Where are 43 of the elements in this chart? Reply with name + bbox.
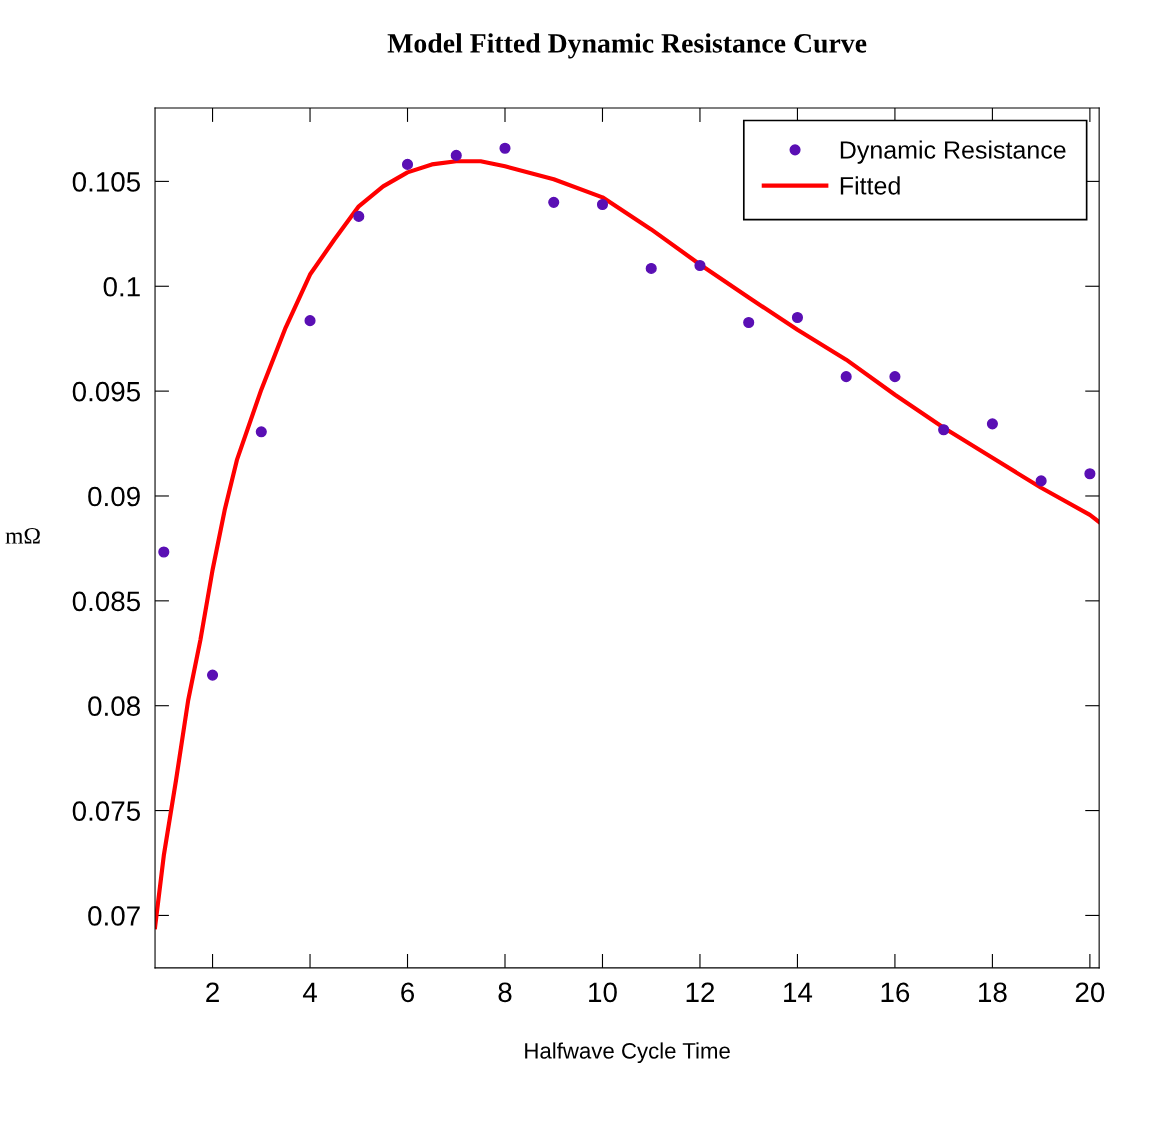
- y-tick-label: 0.1: [103, 276, 140, 297]
- y-tick-label: 0.075: [72, 801, 140, 821]
- x-tick-label: 16: [881, 982, 910, 1003]
- point: [450, 149, 462, 161]
- point: [889, 371, 901, 383]
- point: [791, 311, 803, 324]
- point: [206, 669, 219, 681]
- y-tick-label: 0.09: [88, 486, 140, 507]
- x-tick-label: 20: [1075, 982, 1105, 1003]
- point: [1035, 475, 1047, 487]
- x-tick-label: 12: [686, 982, 715, 1002]
- chart-title: Model Fitted Dynamic Resistance Curve: [387, 33, 867, 59]
- x-tick-label: 8: [498, 982, 512, 1003]
- y-tick-label: 0.095: [72, 381, 140, 402]
- point: [499, 142, 511, 154]
- point: [353, 210, 365, 222]
- point: [986, 418, 998, 430]
- y-tick-label: 0.085: [72, 591, 140, 612]
- x-tick-label: 6: [401, 982, 415, 1003]
- point: [304, 315, 316, 327]
- x-tick-label: 2: [206, 982, 219, 1002]
- x-tick-label: 18: [979, 982, 1007, 1003]
- y-tick-label: 0.105: [72, 172, 140, 192]
- legend-label: Fitted: [840, 176, 900, 195]
- y-tick-label: 0.08: [88, 696, 140, 717]
- point: [938, 424, 950, 436]
- point: [694, 259, 706, 272]
- point: [596, 198, 609, 211]
- y-axis-title: mΩ: [5, 527, 40, 544]
- point: [743, 316, 755, 329]
- point: [158, 546, 170, 558]
- y-tick-label: 0.07: [88, 906, 140, 926]
- x-tick-label: 14: [784, 982, 813, 1002]
- point: [840, 371, 852, 383]
- x-axis-title: Halfwave Cycle Time: [525, 1042, 730, 1064]
- point: [401, 158, 414, 170]
- legend-label: Dynamic Resistance: [840, 140, 1066, 164]
- point: [548, 196, 560, 208]
- x-tick-label: 4: [302, 982, 317, 1002]
- point: [1084, 468, 1096, 480]
- point: [255, 426, 267, 438]
- x-tick-label: 10: [589, 982, 617, 1003]
- point: [645, 262, 657, 274]
